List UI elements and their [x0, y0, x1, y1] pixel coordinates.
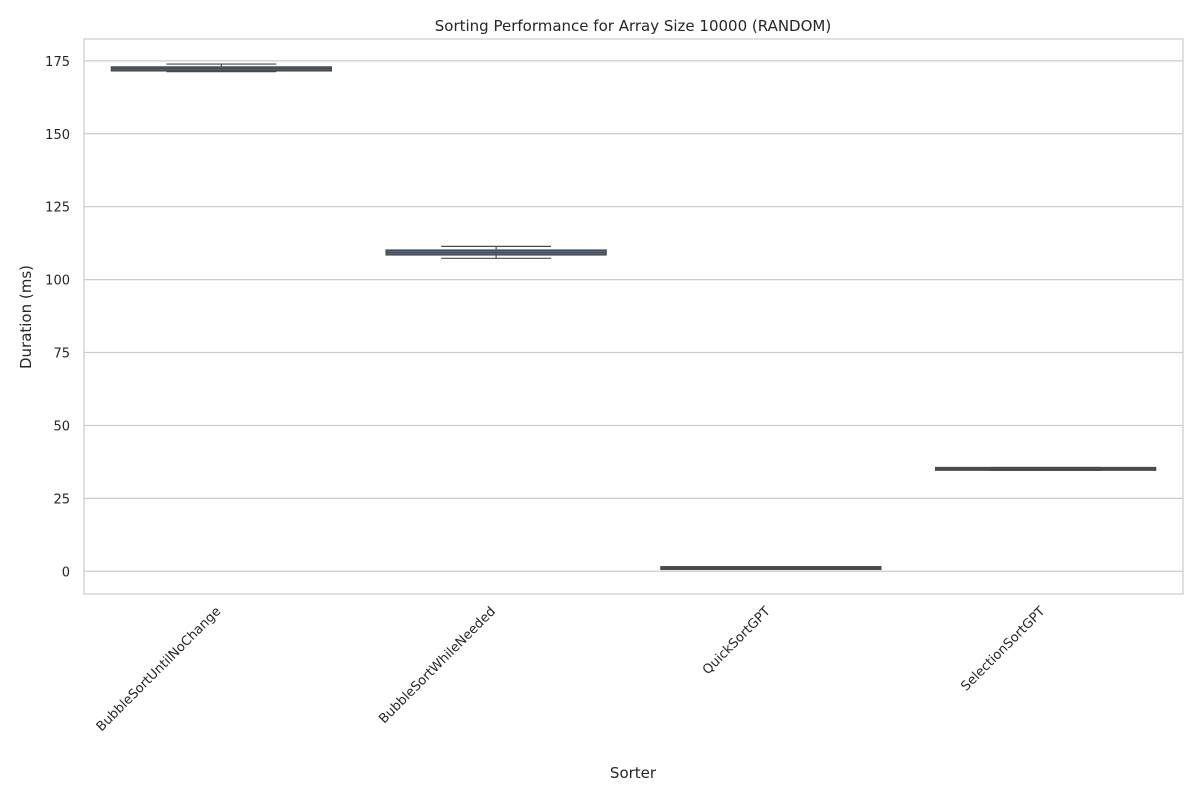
box-BubbleSortUntilNoChange [110, 63, 333, 73]
y-tick-label: 0 [62, 565, 70, 580]
y-tick-label: 75 [53, 347, 70, 362]
y-tick-label: 125 [45, 201, 70, 216]
x-axis-label: Sorter [610, 764, 657, 782]
x-tick-label: BubbleSortUntilNoChange [94, 604, 224, 734]
box-plot-series [110, 63, 1157, 571]
x-tick-labels: BubbleSortUntilNoChange BubbleSortWhileNe… [94, 604, 1049, 734]
box-QuickSortGPT [660, 566, 882, 571]
x-tick-label: SelectionSortGPT [958, 604, 1048, 694]
y-tick-labels: 0 25 50 75 100 125 150 175 [45, 55, 70, 580]
grid-lines [84, 60, 1183, 572]
box-BubbleSortWhileNeeded [385, 245, 607, 259]
y-tick-label: 150 [45, 128, 70, 143]
plot-background [84, 39, 1183, 594]
plot-frame [83, 38, 1184, 595]
y-axis-label: Duration (ms) [17, 265, 35, 369]
x-tick-label: QuickSortGPT [700, 604, 774, 678]
x-tick-label: BubbleSortWhileNeeded [376, 604, 499, 727]
chart-title: Sorting Performance for Array Size 10000… [435, 17, 831, 35]
box-SelectionSortGPT [934, 466, 1157, 471]
y-tick-label: 25 [53, 492, 70, 507]
y-tick-label: 100 [45, 274, 70, 289]
y-tick-label: 175 [45, 55, 70, 70]
y-tick-label: 50 [53, 419, 70, 434]
